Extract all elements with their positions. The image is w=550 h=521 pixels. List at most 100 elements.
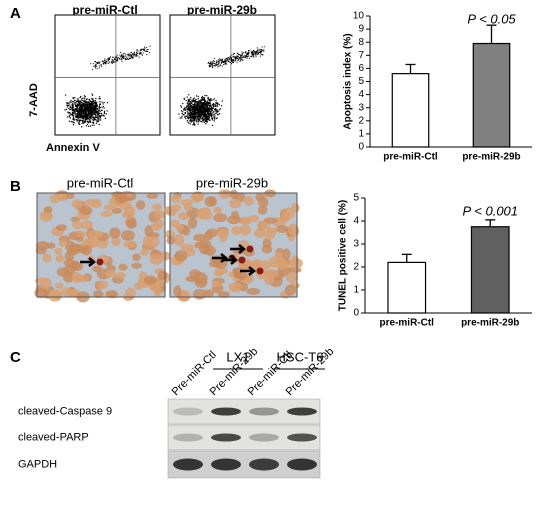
dot <box>80 105 83 107</box>
dot <box>205 115 207 117</box>
dot <box>239 54 241 56</box>
bar <box>470 226 510 314</box>
y-tick-label: 5 <box>353 193 359 204</box>
dot <box>96 101 98 104</box>
dot <box>144 46 146 48</box>
dot <box>72 104 75 106</box>
dot <box>191 120 194 122</box>
dot <box>72 106 75 108</box>
dot <box>247 54 249 56</box>
dot <box>203 106 206 108</box>
dot <box>95 105 97 107</box>
cell <box>218 189 231 199</box>
dot <box>133 52 135 54</box>
dot <box>225 63 227 65</box>
dot <box>121 56 123 58</box>
dot <box>204 114 207 116</box>
dot <box>99 103 102 105</box>
dot <box>90 111 92 113</box>
dot <box>197 106 199 108</box>
dot <box>95 122 97 124</box>
dot <box>194 118 196 120</box>
dot <box>188 110 190 112</box>
dot <box>114 58 116 60</box>
dot <box>78 112 80 114</box>
dot <box>195 102 198 104</box>
dot <box>218 104 220 106</box>
dot <box>76 120 78 122</box>
dot <box>75 105 77 107</box>
dot <box>234 56 236 58</box>
dot <box>94 115 97 117</box>
dot <box>248 50 250 52</box>
dot <box>144 47 146 49</box>
flow-dots <box>178 46 265 127</box>
dot <box>222 61 224 63</box>
dot <box>189 107 191 109</box>
dot <box>202 113 204 115</box>
dot <box>71 106 73 109</box>
dot <box>86 98 88 100</box>
dot <box>217 64 219 66</box>
dot <box>90 110 92 112</box>
dot <box>83 118 85 120</box>
dot <box>146 54 148 56</box>
dot <box>208 119 210 121</box>
dot <box>95 111 97 113</box>
dot <box>198 119 200 121</box>
dot <box>103 112 106 114</box>
dot <box>92 117 94 119</box>
dot <box>82 119 84 121</box>
dot <box>190 100 192 103</box>
dot <box>210 107 212 110</box>
dot <box>129 58 131 60</box>
dot <box>253 53 255 55</box>
dot <box>98 63 100 65</box>
dot <box>89 100 91 102</box>
dot <box>205 102 207 104</box>
dot <box>254 52 256 54</box>
dot <box>81 99 83 102</box>
dot <box>101 60 103 62</box>
y-tick-label: 4 <box>358 89 364 100</box>
dot <box>216 64 218 66</box>
cell <box>54 247 63 255</box>
dot <box>101 101 103 103</box>
dot <box>183 98 185 100</box>
dot <box>209 113 211 115</box>
dot <box>95 106 98 108</box>
dot <box>193 97 196 99</box>
dot <box>85 111 87 114</box>
dot <box>67 111 69 113</box>
dot <box>215 62 217 64</box>
dot <box>84 118 87 121</box>
dot <box>204 119 206 121</box>
dot <box>97 109 99 111</box>
dot <box>75 107 78 109</box>
dot <box>186 96 188 98</box>
dot <box>131 57 133 59</box>
dot <box>222 61 224 63</box>
dot <box>187 114 189 116</box>
dot <box>76 110 79 112</box>
dot <box>79 120 81 123</box>
cell <box>213 206 222 214</box>
dot <box>116 54 118 56</box>
dot <box>99 103 101 105</box>
dot <box>252 52 254 54</box>
dot <box>189 103 191 105</box>
dot <box>91 116 93 118</box>
cell <box>61 287 71 297</box>
dot <box>86 108 89 111</box>
dot <box>187 108 189 111</box>
dot <box>255 51 257 53</box>
dot <box>181 117 183 119</box>
dot <box>88 108 90 110</box>
x-tick-label: pre-miR-Ctl <box>383 152 438 163</box>
flow-x-label: Annexin V <box>46 142 100 154</box>
dot <box>203 107 205 109</box>
dot <box>207 101 209 104</box>
dot <box>79 100 81 102</box>
dot <box>126 57 128 59</box>
dot <box>68 107 70 110</box>
